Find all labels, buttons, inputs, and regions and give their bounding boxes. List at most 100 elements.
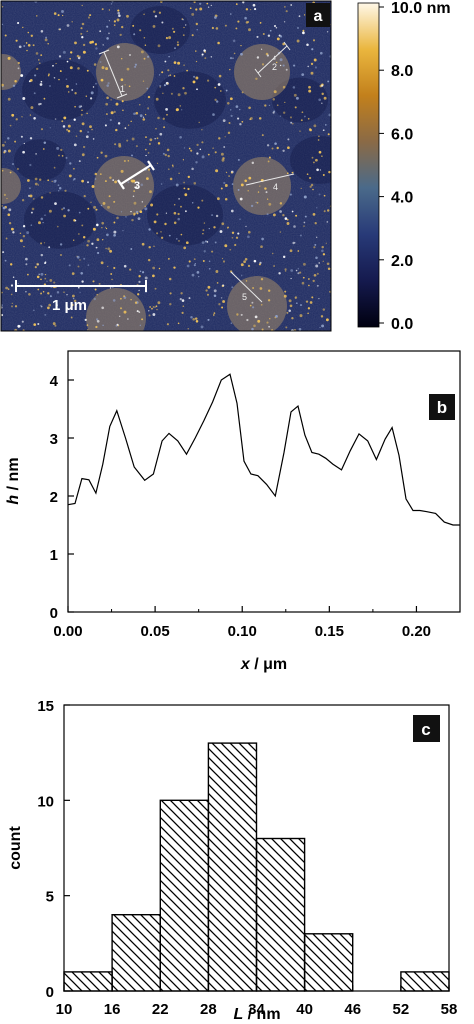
histogram-bar xyxy=(159,799,210,992)
afm-speckle xyxy=(318,135,320,138)
afm-speckle xyxy=(149,138,153,142)
afm-speckle xyxy=(139,270,142,273)
afm-speckle xyxy=(168,234,171,237)
afm-speckle xyxy=(223,181,226,185)
afm-speckle xyxy=(100,151,103,154)
afm-speckle xyxy=(227,102,230,105)
afm-speckle xyxy=(105,102,109,106)
afm-speckle xyxy=(36,67,39,71)
afm-speckle xyxy=(15,39,18,42)
afm-speckle xyxy=(222,300,226,303)
afm-speckle xyxy=(101,8,104,11)
afm-speckle xyxy=(95,208,98,211)
afm-speckle xyxy=(148,314,151,317)
afm-speckle xyxy=(7,137,10,140)
afm-speckle xyxy=(208,260,211,263)
profile-line-1 xyxy=(103,51,123,97)
afm-speckle xyxy=(207,79,210,82)
afm-speckle xyxy=(96,223,99,227)
histogram-x-tick-label: 46 xyxy=(344,1001,361,1018)
afm-speckle xyxy=(110,273,113,275)
afm-speckle xyxy=(254,8,257,11)
afm-speckle xyxy=(271,147,274,150)
afm-speckle xyxy=(92,138,95,140)
afm-speckle xyxy=(203,49,206,52)
afm-speckle xyxy=(134,63,138,66)
afm-speckle xyxy=(86,112,88,115)
afm-speckle xyxy=(11,113,15,117)
afm-speckle xyxy=(5,237,8,240)
afm-speckle xyxy=(7,149,11,153)
afm-speckle xyxy=(113,24,116,26)
afm-speckle xyxy=(222,119,226,122)
afm-speckle xyxy=(22,97,26,100)
afm-speckle xyxy=(241,91,244,94)
afm-speckle xyxy=(225,89,228,92)
afm-speckle xyxy=(245,8,249,11)
afm-speckle xyxy=(319,326,321,329)
afm-speckle xyxy=(167,154,170,158)
afm-speckle xyxy=(272,213,276,217)
afm-speckle xyxy=(1,314,4,317)
afm-speckle xyxy=(279,115,282,118)
afm-speckle xyxy=(62,50,66,54)
afm-speckle xyxy=(95,246,98,249)
afm-speckle xyxy=(212,113,215,116)
afm-speckle xyxy=(33,117,36,120)
afm-speckle xyxy=(74,105,76,108)
afm-speckle xyxy=(149,143,151,145)
afm-speckle xyxy=(110,3,113,5)
afm-speckle xyxy=(184,210,187,213)
afm-speckle xyxy=(48,209,52,213)
profile-label-3: 3 xyxy=(134,180,140,192)
afm-speckle xyxy=(87,239,90,243)
afm-speckle xyxy=(214,241,217,244)
afm-speckle xyxy=(102,201,106,205)
afm-speckle xyxy=(90,201,92,203)
afm-speckle xyxy=(65,156,68,159)
afm-speckle xyxy=(139,324,141,326)
afm-speckle xyxy=(308,284,310,287)
profile-y-tick-label: 2 xyxy=(50,489,58,506)
afm-speckle xyxy=(75,135,78,137)
afm-speckle xyxy=(187,187,190,191)
afm-speckle xyxy=(316,272,319,275)
afm-speckle xyxy=(69,162,72,165)
afm-speckle xyxy=(289,193,292,196)
afm-speckle xyxy=(23,45,26,47)
afm-speckle xyxy=(154,15,158,18)
afm-speckle xyxy=(279,202,283,205)
afm-speckle xyxy=(75,83,78,85)
afm-speckle xyxy=(146,55,150,58)
afm-speckle xyxy=(17,324,21,328)
afm-speckle xyxy=(157,44,161,48)
afm-speckle xyxy=(87,264,90,266)
colorbar-tick-label: 0.0 xyxy=(391,316,413,333)
afm-speckle xyxy=(179,105,182,107)
afm-speckle xyxy=(92,86,95,88)
afm-speckle xyxy=(230,13,232,15)
afm-speckle xyxy=(257,319,261,323)
afm-speckle xyxy=(32,44,35,47)
afm-speckle xyxy=(219,230,223,233)
afm-speckle xyxy=(21,116,23,118)
afm-speckle xyxy=(52,64,54,67)
afm-speckle xyxy=(39,83,43,86)
afm-speckle xyxy=(130,210,132,213)
afm-speckle xyxy=(19,239,23,243)
afm-speckle xyxy=(144,148,147,151)
afm-speckle xyxy=(66,85,69,88)
afm-speckle xyxy=(81,4,83,7)
afm-speckle xyxy=(113,221,116,224)
afm-speckle xyxy=(291,171,294,174)
afm-speckle xyxy=(274,142,277,145)
afm-speckle xyxy=(9,171,12,174)
afm-speckle xyxy=(109,118,112,122)
afm-speckle xyxy=(144,44,147,46)
histogram-x-tick-label: 28 xyxy=(200,1001,217,1018)
afm-speckle xyxy=(302,29,305,32)
afm-speckle xyxy=(35,52,39,55)
profile-line-5 xyxy=(230,271,263,303)
afm-speckle xyxy=(142,80,145,82)
afm-speckle xyxy=(7,56,11,60)
